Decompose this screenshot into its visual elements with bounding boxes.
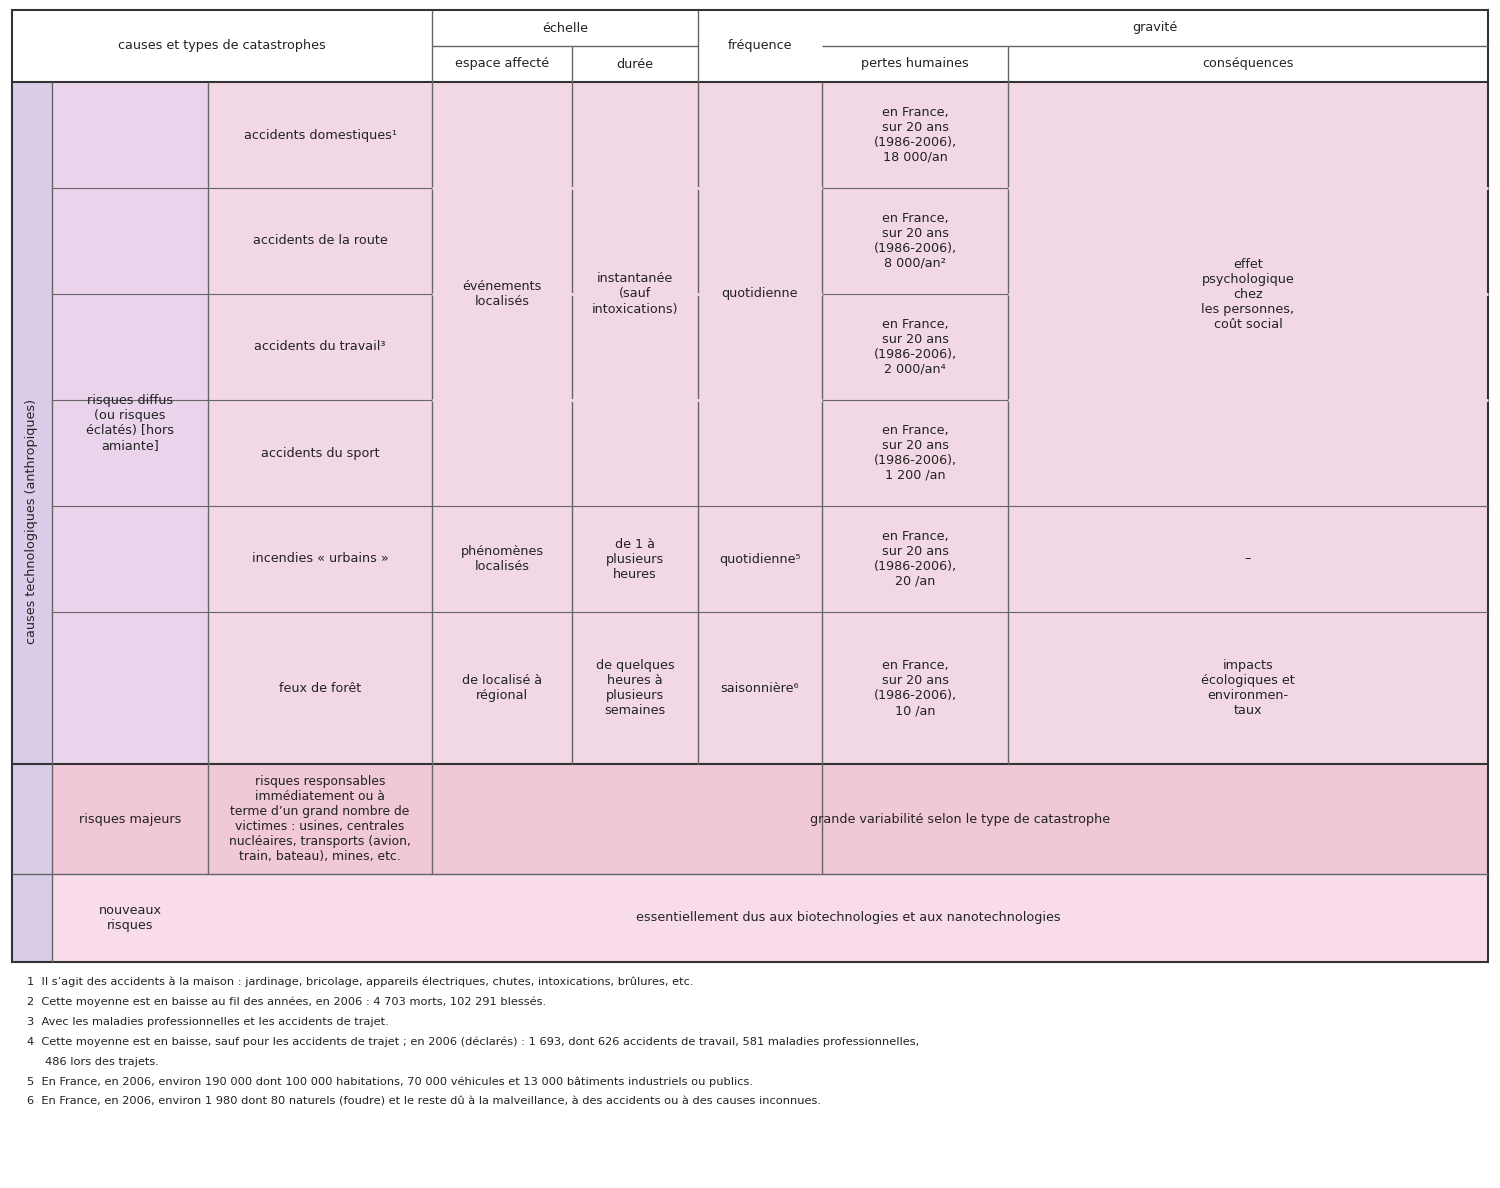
Text: –: – [1245, 552, 1251, 565]
Bar [209, 293, 1488, 400]
Bar [12, 10, 1488, 962]
Text: conséquences: conséquences [1203, 57, 1293, 70]
Text: de quelques
heures à
plusieurs
semaines: de quelques heures à plusieurs semaines [596, 659, 675, 718]
Text: en France,
sur 20 ans
(1986-2006),
2 000/an⁴: en France, sur 20 ans (1986-2006), 2 000… [873, 318, 957, 375]
Text: durée: durée [616, 57, 654, 70]
Text: quotidienne: quotidienne [722, 287, 798, 301]
Text: quotidienne⁵: quotidienne⁵ [718, 552, 801, 565]
Text: accidents domestiques¹: accidents domestiques¹ [243, 128, 396, 141]
Text: échelle: échelle [542, 21, 588, 34]
Text: feux de forêt: feux de forêt [279, 682, 362, 695]
Text: gravité: gravité [1132, 21, 1178, 34]
Text: saisonnière⁶: saisonnière⁶ [720, 682, 800, 695]
Bar [53, 874, 1488, 962]
Text: risques responsables
immédiatement ou à
terme d’un grand nombre de
victimes : us: risques responsables immédiatement ou à … [230, 775, 411, 862]
Bar [53, 82, 208, 764]
Bar [53, 764, 1488, 874]
Text: de 1 à
plusieurs
heures: de 1 à plusieurs heures [606, 537, 664, 581]
Bar [209, 400, 1488, 506]
Text: accidents du sport: accidents du sport [261, 447, 380, 460]
Text: effet
psychologique
chez
les personnes,
coût social: effet psychologique chez les personnes, … [1202, 258, 1294, 330]
Text: en France,
sur 20 ans
(1986-2006),
20 /an: en France, sur 20 ans (1986-2006), 20 /a… [873, 530, 957, 588]
Bar [209, 612, 1488, 764]
Text: risques majeurs: risques majeurs [80, 813, 182, 826]
Text: événements
localisés: événements localisés [462, 280, 542, 308]
Text: impacts
écologiques et
environmen-
taux: impacts écologiques et environmen- taux [1202, 659, 1294, 718]
Text: 1  Il s’agit des accidents à la maison : jardinage, bricolage, appareils électri: 1 Il s’agit des accidents à la maison : … [27, 977, 693, 987]
Text: 4  Cette moyenne est en baisse, sauf pour les accidents de trajet ; en 2006 (déc: 4 Cette moyenne est en baisse, sauf pour… [27, 1037, 920, 1048]
Text: 486 lors des trajets.: 486 lors des trajets. [27, 1057, 159, 1067]
Text: incendies « urbains »: incendies « urbains » [252, 552, 388, 565]
Text: phénomènes
localisés: phénomènes localisés [460, 545, 543, 573]
Text: causes technologiques (anthropiques): causes technologiques (anthropiques) [26, 399, 39, 645]
Text: causes et types de catastrophes: causes et types de catastrophes [118, 39, 326, 52]
Text: en France,
sur 20 ans
(1986-2006),
18 000/an: en France, sur 20 ans (1986-2006), 18 00… [873, 106, 957, 164]
Text: pertes humaines: pertes humaines [861, 57, 969, 70]
Bar [209, 506, 1488, 612]
Text: 6  En France, en 2006, environ 1 980 dont 80 naturels (foudre) et le reste dû à : 6 En France, en 2006, environ 1 980 dont… [27, 1097, 820, 1107]
Text: essentiellement dus aux biotechnologies et aux nanotechnologies: essentiellement dus aux biotechnologies … [636, 911, 1060, 924]
Text: risques diffus
(ou risques
éclatés) [hors
amiante]: risques diffus (ou risques éclatés) [hor… [86, 394, 174, 451]
Text: instantanée
(sauf
intoxications): instantanée (sauf intoxications) [591, 272, 678, 316]
Bar [12, 10, 1488, 82]
Text: nouveaux
risques: nouveaux risques [99, 904, 162, 933]
Bar [12, 82, 53, 962]
Text: de localisé à
régional: de localisé à régional [462, 674, 542, 702]
Text: 2  Cette moyenne est en baisse au fil des années, en 2006 : 4 703 morts, 102 291: 2 Cette moyenne est en baisse au fil des… [27, 997, 546, 1007]
Text: 3  Avec les maladies professionnelles et les accidents de trajet.: 3 Avec les maladies professionnelles et … [27, 1017, 389, 1026]
Text: en France,
sur 20 ans
(1986-2006),
10 /an: en France, sur 20 ans (1986-2006), 10 /a… [873, 659, 957, 718]
Bar [209, 188, 1488, 293]
Text: grande variabilité selon le type de catastrophe: grande variabilité selon le type de cata… [810, 813, 1110, 826]
Text: accidents de la route: accidents de la route [252, 234, 387, 247]
Text: en France,
sur 20 ans
(1986-2006),
8 000/an²: en France, sur 20 ans (1986-2006), 8 000… [873, 211, 957, 270]
Text: en France,
sur 20 ans
(1986-2006),
1 200 /an: en France, sur 20 ans (1986-2006), 1 200… [873, 424, 957, 482]
Text: fréquence: fréquence [728, 39, 792, 52]
Text: espace affecté: espace affecté [454, 57, 549, 70]
Bar [209, 82, 1488, 188]
Text: accidents du travail³: accidents du travail³ [254, 341, 386, 354]
Text: 5  En France, en 2006, environ 190 000 dont 100 000 habitations, 70 000 véhicule: 5 En France, en 2006, environ 190 000 do… [27, 1076, 753, 1087]
